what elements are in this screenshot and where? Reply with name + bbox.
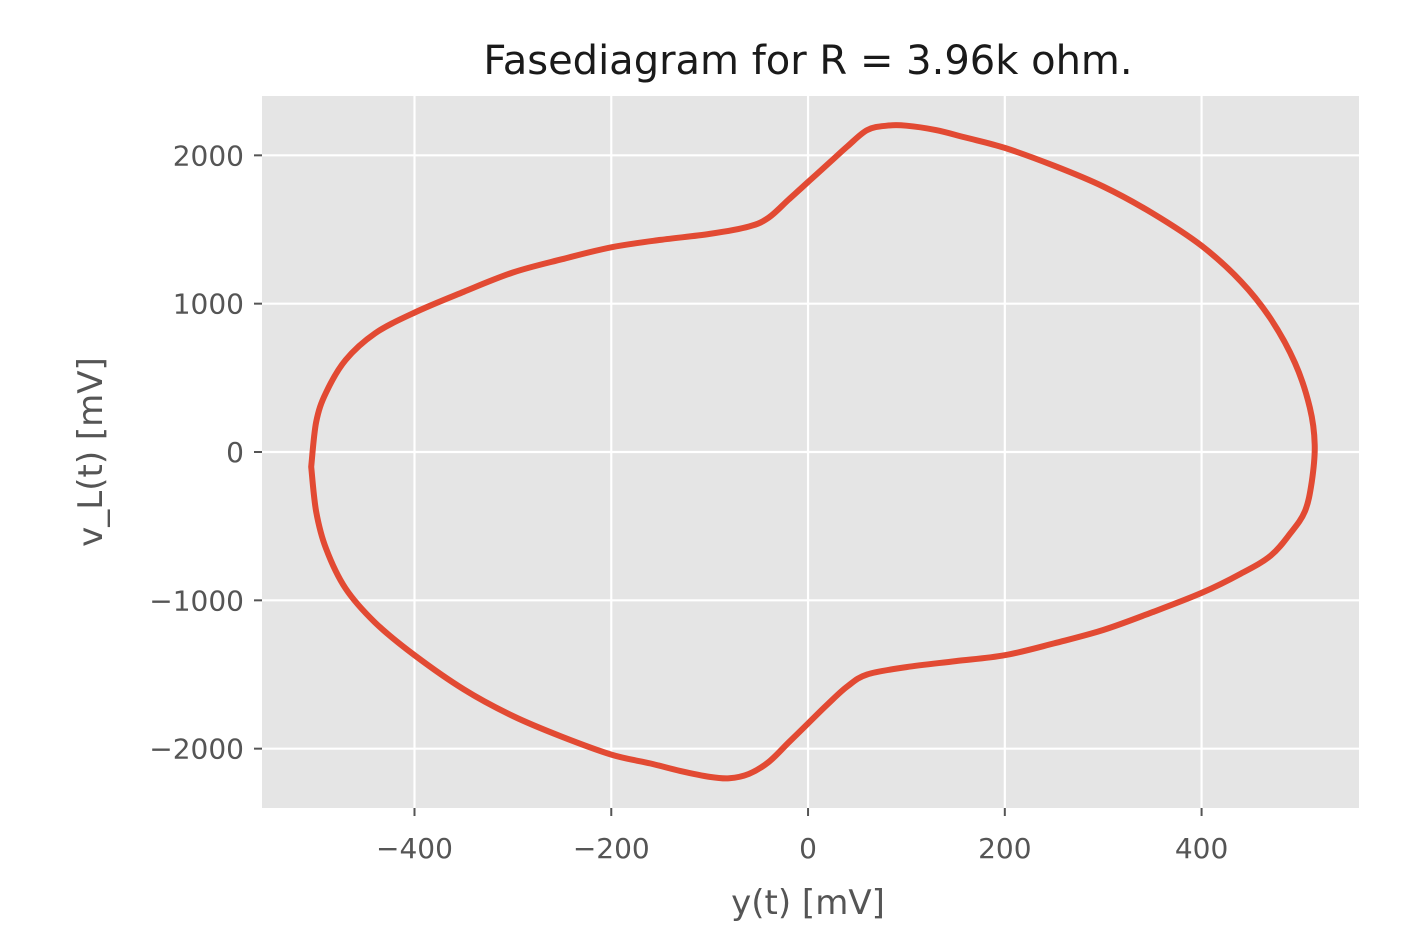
x-tick-label: 0 [799,832,817,865]
x-axis: −400 −200 0 200 400 [376,808,1228,865]
y-axis-label: v_L(t) [mV] [71,357,111,547]
x-tick-label: 400 [1175,832,1228,865]
x-axis-label: y(t) [mV] [731,883,885,923]
y-tick-label: −2000 [149,733,244,766]
x-tick-label: −200 [573,832,650,865]
y-tick-label: 0 [226,436,244,469]
chart-title: Fasediagram for R = 3.96k ohm. [483,38,1132,84]
y-tick-label: 1000 [173,288,244,321]
series-line [308,122,1318,782]
series-layer [308,122,1318,782]
y-tick-label: 2000 [173,139,244,172]
x-tick-label: 200 [978,832,1031,865]
y-tick-label: −1000 [149,584,244,617]
y-axis: −2000 −1000 0 1000 2000 [149,139,262,766]
x-tick-label: −400 [376,832,453,865]
